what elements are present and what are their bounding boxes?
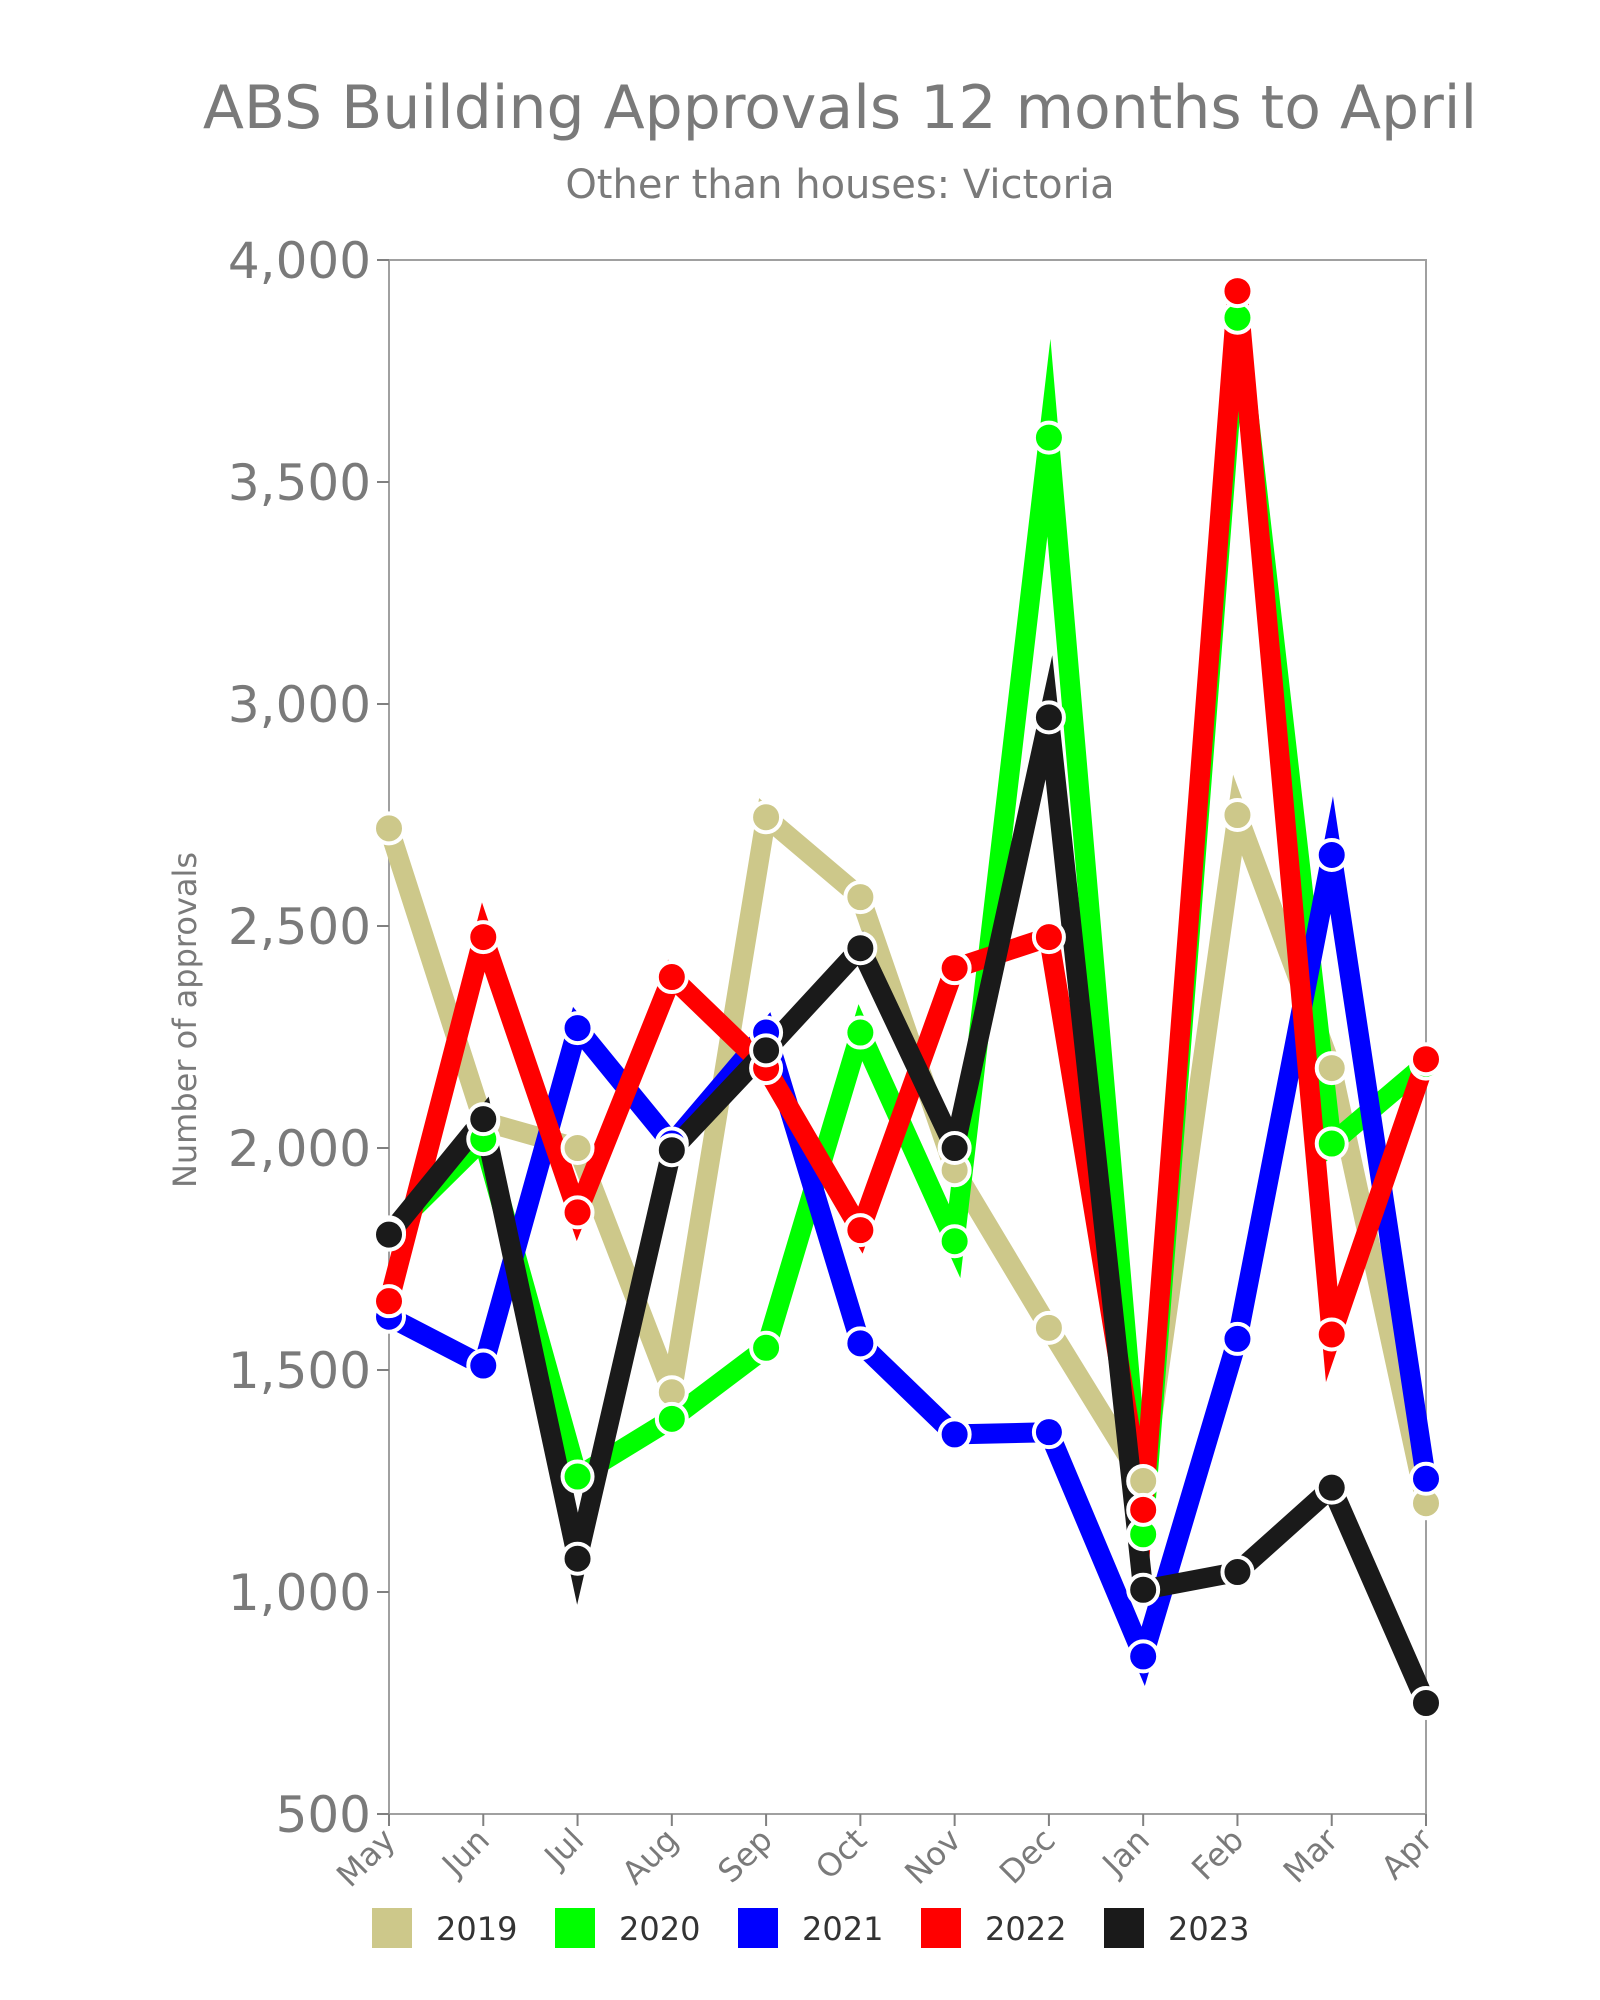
x-tick-label: Apr (1374, 1820, 1441, 1887)
data-point-2022-May (372, 1284, 406, 1319)
data-point-2021-Jan (1126, 1639, 1161, 1674)
data-point-2023-Nov (937, 1131, 972, 1165)
data-point-2020-Mar (1314, 1126, 1349, 1161)
data-point-2021-Dec (1031, 1415, 1066, 1450)
legend-swatch-2019 (372, 1908, 412, 1948)
y-axis-label: Number of approvals (166, 852, 204, 1188)
x-tick-label: Jul (536, 1821, 592, 1877)
x-tick-label: Jan (1094, 1821, 1157, 1884)
data-point-2020-Sep (749, 1330, 784, 1365)
data-point-2022-Feb (1220, 274, 1255, 309)
series-line-2021 (384, 796, 1436, 1687)
x-tick-label: Aug (614, 1821, 685, 1892)
data-point-2019-Feb (1220, 798, 1255, 832)
x-tick-label: Feb (1184, 1821, 1251, 1888)
y-tick-label: 3,000 (228, 676, 371, 734)
legend-swatch-2023 (1104, 1908, 1144, 1948)
x-tick-label: Jun (433, 1821, 497, 1885)
data-point-2023-Jun (466, 1102, 501, 1137)
data-point-2022-Jan (1126, 1492, 1161, 1527)
legend-label-2021: 2021 (802, 1910, 883, 1948)
data-point-2023-Aug (654, 1133, 689, 1168)
data-point-2019-Dec (1031, 1310, 1066, 1345)
y-tick-label: 1,000 (228, 1564, 371, 1622)
x-tick-label: Sep (710, 1821, 780, 1891)
legend-swatch-2020 (555, 1908, 595, 1948)
data-point-2021-Oct (843, 1326, 878, 1361)
chart-subtitle: Other than houses: Victoria (565, 162, 1114, 208)
data-point-2022-Oct (843, 1213, 878, 1248)
series-line-2022 (379, 290, 1436, 1594)
data-point-2022-Aug (654, 960, 689, 995)
y-tick-label: 4,000 (228, 232, 371, 290)
data-point-2021-Nov (937, 1417, 972, 1452)
data-point-2020-Aug (654, 1401, 689, 1436)
data-point-2023-Jan (1126, 1572, 1161, 1607)
data-point-2023-Oct (843, 931, 878, 966)
y-tick-label: 3,500 (228, 454, 371, 512)
data-point-2019-May (372, 811, 406, 846)
data-point-2022-Nov (937, 951, 972, 986)
data-point-2022-Jun (466, 920, 501, 955)
series-line-2023 (381, 655, 1436, 1708)
data-point-2021-Jun (466, 1348, 501, 1383)
chart-title: ABS Building Approvals 12 months to Apri… (203, 73, 1477, 143)
data-point-2021-Feb (1220, 1321, 1255, 1356)
y-tick-label: 500 (276, 1786, 371, 1844)
x-axis: May Jun Jul Aug Sep Oct Nov Dec Jan Feb Mar Apr (329, 1814, 1440, 1894)
legend: 2019 2020 2021 2022 2023 (372, 1908, 1249, 1948)
y-tick-label: 1,500 (228, 1342, 371, 1400)
legend-label-2020: 2020 (619, 1910, 700, 1948)
data-point-2020-Oct (843, 1015, 878, 1050)
data-point-2019-Jul (560, 1131, 595, 1165)
y-axis: 500 1,000 1,500 2,000 2,500 3,000 3,500 4,000 (228, 232, 389, 1844)
data-point-2021-Jul (560, 1011, 595, 1046)
series-points (372, 274, 1443, 1720)
legend-label-2022: 2022 (985, 1910, 1066, 1948)
x-tick-label: Oct (808, 1821, 874, 1887)
y-tick-label: 2,000 (228, 1120, 371, 1178)
legend-swatch-2022 (921, 1908, 961, 1948)
data-point-2020-Nov (937, 1224, 972, 1259)
data-point-2023-May (372, 1217, 406, 1252)
legend-swatch-2021 (738, 1908, 778, 1948)
plot-frame (388, 259, 1427, 1815)
data-point-2023-Dec (1031, 700, 1066, 735)
legend-label-2019: 2019 (436, 1910, 517, 1948)
data-point-2019-Oct (843, 880, 878, 915)
series-lines (379, 290, 1436, 1708)
data-point-2020-Dec (1031, 420, 1066, 455)
data-point-2020-Jul (560, 1459, 595, 1494)
data-point-2023-Sep (749, 1033, 784, 1068)
data-point-2022-Mar (1314, 1317, 1349, 1352)
data-point-2021-Apr (1409, 1461, 1443, 1496)
x-tick-label: Mar (1276, 1820, 1346, 1890)
data-point-2023-Jul (560, 1541, 595, 1576)
data-point-2019-Mar (1314, 1051, 1349, 1086)
data-point-2019-Sep (749, 800, 784, 835)
data-point-2019-Jan (1126, 1464, 1161, 1498)
data-point-2021-Mar (1314, 837, 1349, 872)
y-tick-label: 2,500 (228, 898, 371, 956)
data-point-2023-Apr (1409, 1686, 1443, 1720)
x-tick-label: Dec (992, 1821, 1063, 1892)
data-point-2022-Jul (560, 1195, 595, 1230)
data-point-2023-Mar (1314, 1470, 1349, 1505)
data-point-2022-Apr (1409, 1042, 1443, 1077)
legend-label-2023: 2023 (1168, 1910, 1249, 1948)
x-tick-label: Nov (897, 1821, 968, 1892)
data-point-2023-Feb (1220, 1555, 1255, 1590)
data-point-2022-Dec (1031, 920, 1066, 955)
